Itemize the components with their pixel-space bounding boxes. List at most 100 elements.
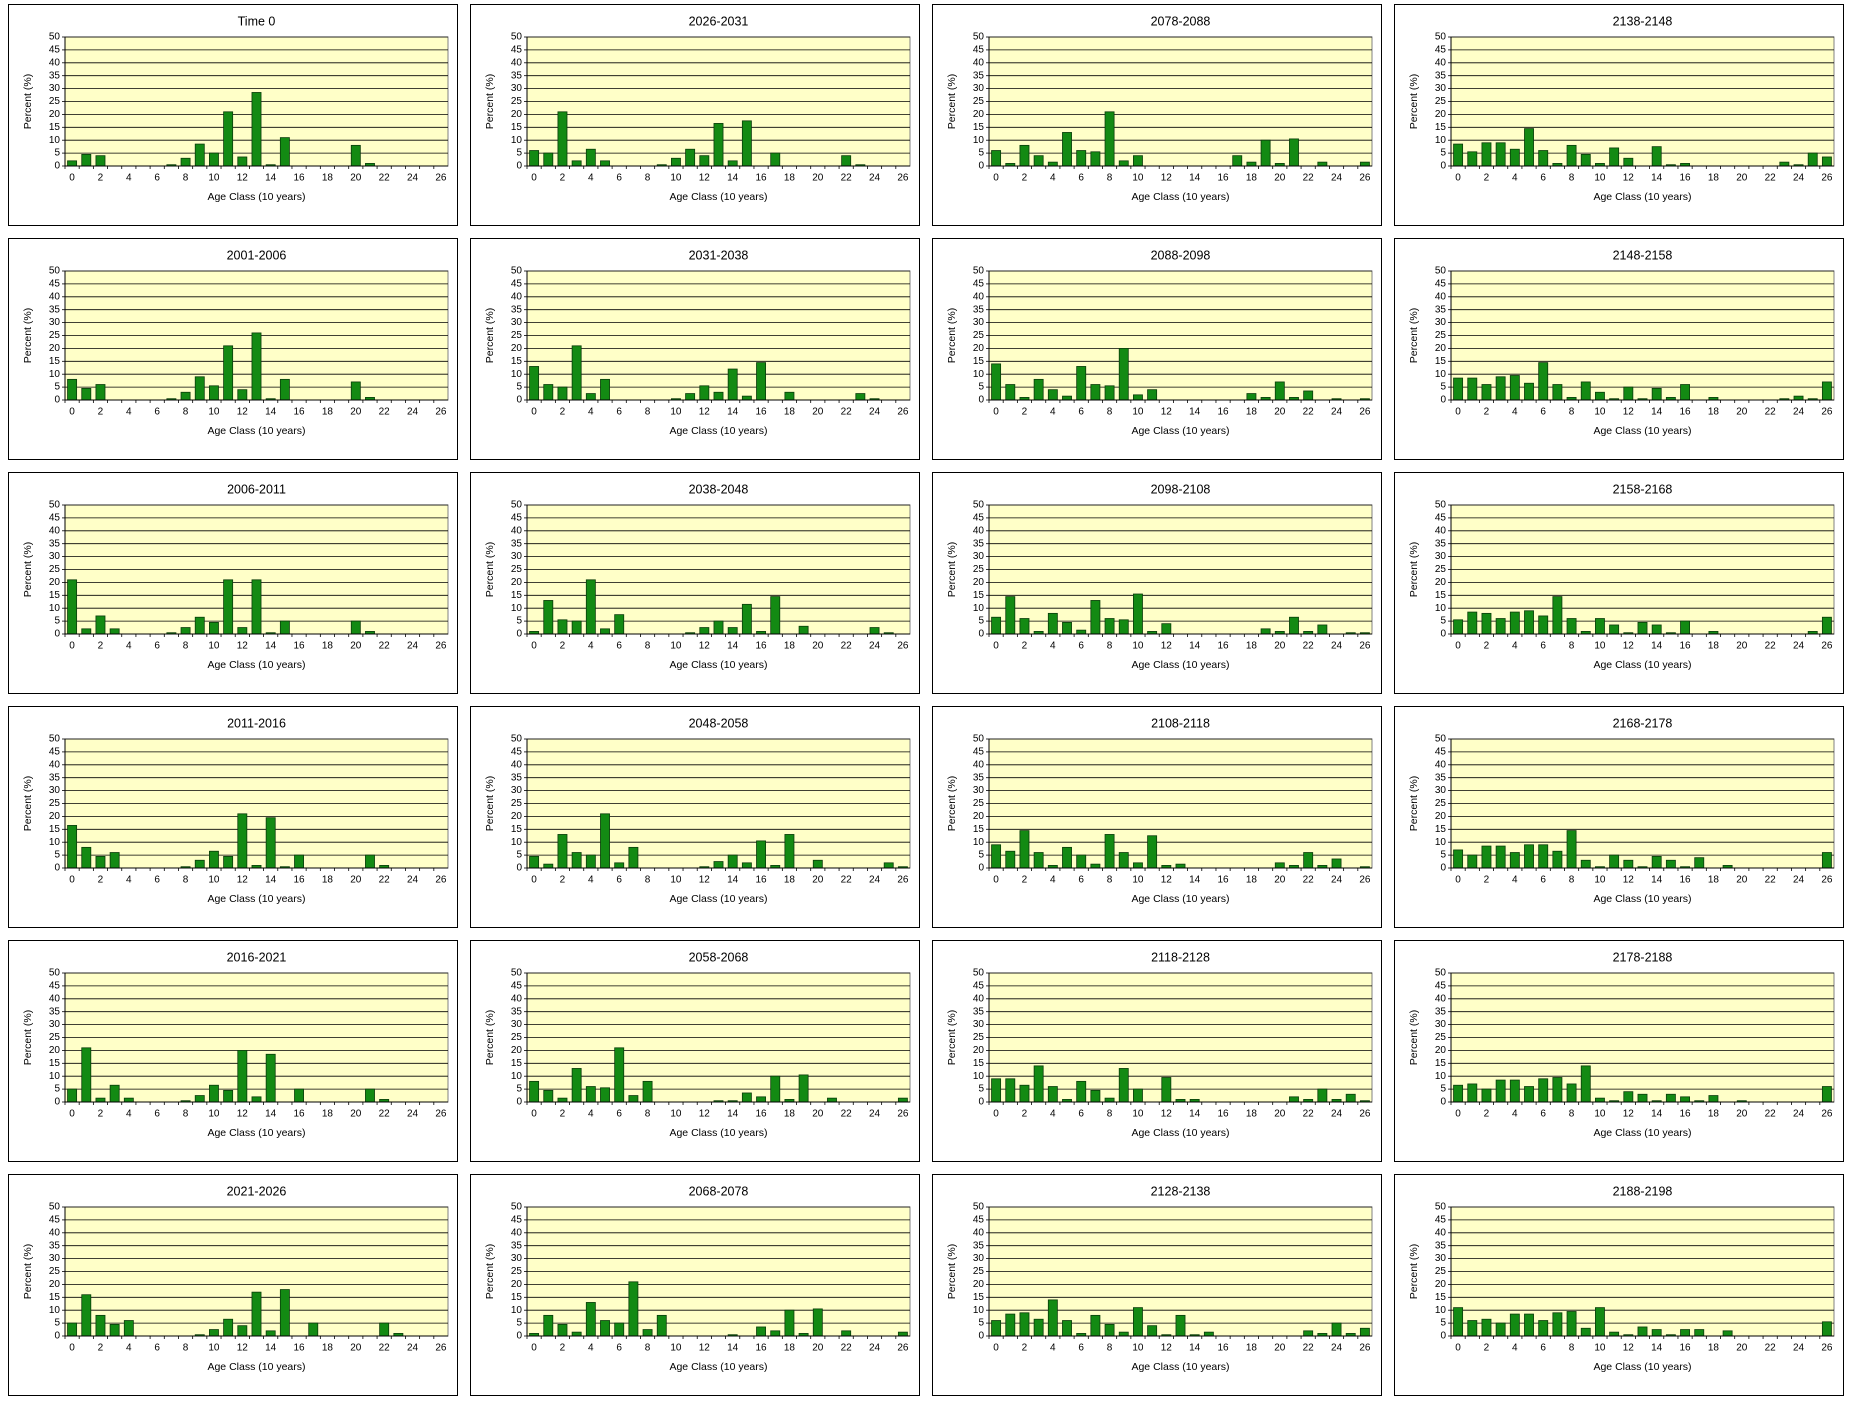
- x-tick-label: 8: [1107, 875, 1113, 886]
- x-tick-label: 22: [841, 173, 853, 184]
- y-tick-label: 30: [511, 83, 523, 94]
- x-tick-label: 18: [1708, 641, 1720, 652]
- bar: [1090, 384, 1101, 401]
- x-tick-label: 6: [616, 641, 622, 652]
- x-tick-label: 0: [1455, 1343, 1461, 1354]
- x-tick-label: 4: [588, 641, 594, 652]
- bar: [1453, 619, 1464, 635]
- bar: [1481, 612, 1492, 635]
- y-tick-label: 30: [511, 551, 523, 562]
- bar: [1580, 1065, 1591, 1103]
- y-tick-label: 40: [1435, 57, 1447, 68]
- x-tick-label: 0: [993, 173, 999, 184]
- bar: [529, 1080, 540, 1103]
- bar: [237, 813, 248, 869]
- y-tick-label: 50: [973, 968, 985, 979]
- x-tick-label: 12: [699, 875, 711, 886]
- y-tick-label: 20: [1435, 1279, 1447, 1290]
- x-tick-label: 20: [350, 1343, 362, 1354]
- bar: [123, 1320, 134, 1337]
- bar: [614, 862, 625, 869]
- y-tick-label: 25: [973, 798, 985, 809]
- bar: [251, 332, 262, 401]
- x-tick-label: 16: [293, 407, 305, 418]
- x-tick-label: 22: [841, 875, 853, 886]
- bar: [1509, 375, 1520, 401]
- x-tick-label: 2: [560, 407, 566, 418]
- x-tick-label: 0: [69, 641, 75, 652]
- bar: [557, 834, 568, 869]
- x-tick-label: 20: [1736, 407, 1748, 418]
- bar: [223, 1089, 234, 1103]
- x-tick-label: 26: [897, 407, 909, 418]
- bar: [543, 384, 554, 401]
- bar: [1062, 395, 1072, 401]
- x-axis-title: Age Class (10 years): [1131, 1361, 1229, 1373]
- x-tick-label: 24: [1331, 407, 1343, 418]
- y-tick-label: 0: [516, 629, 522, 640]
- bar: [1062, 1320, 1072, 1337]
- x-tick-label: 4: [588, 407, 594, 418]
- x-tick-label: 0: [993, 875, 999, 886]
- x-tick-label: 0: [993, 1343, 999, 1354]
- bar: [600, 378, 610, 401]
- x-tick-label: 10: [670, 1109, 682, 1120]
- x-tick-label: 8: [183, 641, 189, 652]
- x-tick-label: 16: [293, 1343, 305, 1354]
- x-tick-label: 0: [993, 1109, 999, 1120]
- x-tick-label: 6: [1540, 173, 1546, 184]
- y-tick-label: 40: [49, 57, 61, 68]
- bar: [1821, 381, 1832, 401]
- bar: [1694, 857, 1705, 869]
- y-tick-label: 30: [1435, 317, 1447, 328]
- x-tick-label: 26: [897, 173, 909, 184]
- bar: [713, 391, 724, 401]
- x-tick-label: 26: [1821, 407, 1833, 418]
- x-tick-label: 6: [154, 407, 160, 418]
- x-tick-label: 14: [727, 875, 739, 886]
- x-tick-label: 4: [1512, 1343, 1518, 1354]
- x-tick-label: 4: [1050, 875, 1056, 886]
- bar: [279, 378, 290, 401]
- x-tick-label: 18: [322, 875, 334, 886]
- y-tick-label: 15: [973, 1292, 985, 1303]
- x-tick-label: 16: [1679, 173, 1691, 184]
- bar: [1118, 1331, 1129, 1337]
- y-tick-label: 15: [49, 356, 61, 367]
- x-tick-label: 16: [1217, 173, 1229, 184]
- y-tick-label: 5: [978, 1084, 984, 1095]
- x-tick-label: 26: [435, 1343, 447, 1354]
- y-tick-label: 30: [973, 1253, 985, 1264]
- y-tick-label: 35: [511, 304, 523, 315]
- y-tick-label: 5: [54, 382, 60, 393]
- y-tick-label: 50: [49, 266, 61, 277]
- y-axis-title: Percent (%): [1408, 776, 1420, 831]
- x-tick-label: 4: [1050, 1109, 1056, 1120]
- bar: [1680, 1329, 1690, 1337]
- y-tick-label: 40: [1435, 525, 1447, 536]
- x-tick-label: 18: [1708, 407, 1720, 418]
- y-axis-title: Percent (%): [484, 74, 496, 129]
- bar: [1033, 378, 1044, 401]
- y-tick-label: 10: [1435, 369, 1447, 380]
- bar: [279, 137, 290, 167]
- bar: [1623, 1091, 1634, 1103]
- y-tick-label: 0: [1440, 395, 1446, 406]
- y-axis-title: Percent (%): [22, 542, 34, 597]
- x-tick-label: 0: [1455, 407, 1461, 418]
- x-tick-label: 16: [1679, 407, 1691, 418]
- y-axis-title: Percent (%): [484, 1244, 496, 1299]
- y-tick-label: 20: [511, 811, 523, 822]
- y-tick-label: 10: [511, 135, 523, 146]
- bar: [727, 368, 738, 401]
- x-tick-label: 6: [1078, 641, 1084, 652]
- x-tick-label: 18: [784, 1109, 796, 1120]
- x-tick-label: 2: [560, 173, 566, 184]
- bar: [1509, 148, 1520, 167]
- bar: [1317, 624, 1328, 635]
- bar: [869, 627, 880, 635]
- bar: [1019, 1084, 1030, 1103]
